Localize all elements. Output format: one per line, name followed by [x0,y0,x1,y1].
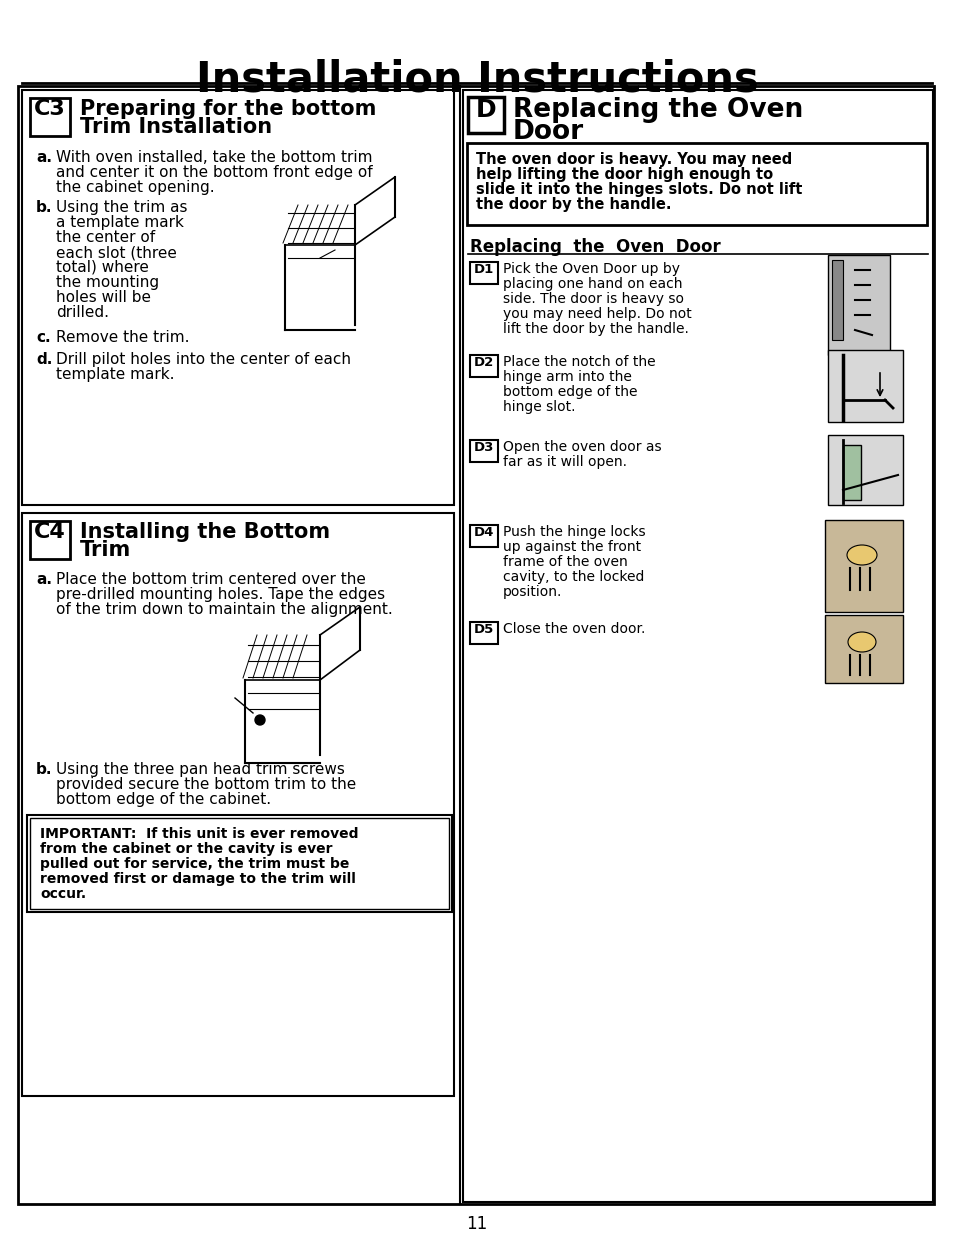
Text: the mounting: the mounting [56,275,159,290]
Text: bottom edge of the cabinet.: bottom edge of the cabinet. [56,792,271,806]
Text: b.: b. [36,200,52,215]
Text: With oven installed, take the bottom trim: With oven installed, take the bottom tri… [56,149,372,165]
Bar [470,622,497,643]
Text: cavity, to the locked: cavity, to the locked [502,571,643,584]
Text: D2: D2 [474,356,494,369]
Text: C4: C4 [34,522,66,542]
Text: side. The door is heavy so: side. The door is heavy so [502,291,683,306]
Text: Trim: Trim [80,540,132,559]
Bar [824,520,902,613]
Text: b.: b. [36,762,52,777]
Text: Replacing the Oven: Replacing the Oven [513,98,802,124]
Text: Using the three pan head trim screws: Using the three pan head trim screws [56,762,345,777]
Text: drilled.: drilled. [56,305,109,320]
Bar [827,435,902,505]
Text: hinge arm into the: hinge arm into the [502,370,631,384]
Text: placing one hand on each: placing one hand on each [502,277,681,291]
Text: D4: D4 [474,526,494,538]
Text: The oven door is heavy. You may need: The oven door is heavy. You may need [476,152,791,167]
Text: occur.: occur. [40,887,86,902]
Text: C3: C3 [34,99,66,119]
Circle shape [254,715,265,725]
Text: hinge slot.: hinge slot. [502,400,575,414]
Bar [827,254,889,354]
Text: holes will be: holes will be [56,290,151,305]
Bar [470,354,497,377]
Text: Using the trim as: Using the trim as [56,200,188,215]
Text: total) where: total) where [56,261,149,275]
Text: template mark.: template mark. [56,367,174,382]
Bar [22,513,454,1095]
Bar [22,90,454,505]
Text: of the trim down to maintain the alignment.: of the trim down to maintain the alignme… [56,601,393,618]
Ellipse shape [846,545,876,564]
Text: Preparing for the bottom: Preparing for the bottom [80,99,376,119]
Text: position.: position. [502,585,561,599]
Text: from the cabinet or the cavity is ever: from the cabinet or the cavity is ever [40,842,333,856]
Bar [831,261,842,340]
Bar [462,90,932,1202]
Text: you may need help. Do not: you may need help. Do not [502,308,691,321]
Text: IMPORTANT:  If this unit is ever removed: IMPORTANT: If this unit is ever removed [40,827,358,841]
Text: Trim Installation: Trim Installation [80,117,272,137]
Text: the cabinet opening.: the cabinet opening. [56,180,214,195]
Text: far as it will open.: far as it will open. [502,454,626,469]
Bar [30,98,70,136]
Bar [470,525,497,547]
Bar [842,445,861,500]
Text: Close the oven door.: Close the oven door. [502,622,644,636]
Text: Open the oven door as: Open the oven door as [502,440,661,454]
Text: pulled out for service, the trim must be: pulled out for service, the trim must be [40,857,349,871]
Text: pre-drilled mounting holes. Tape the edges: pre-drilled mounting holes. Tape the edg… [56,587,385,601]
Ellipse shape [847,632,875,652]
Text: D1: D1 [474,263,494,275]
Text: d.: d. [36,352,52,367]
Bar [30,818,449,909]
Bar [824,615,902,683]
Text: frame of the oven: frame of the oven [502,555,627,569]
Text: Place the bottom trim centered over the: Place the bottom trim centered over the [56,572,366,587]
Text: the center of: the center of [56,230,155,245]
Bar [468,98,503,133]
Bar [470,440,497,462]
Text: D3: D3 [474,441,494,454]
Text: the door by the handle.: the door by the handle. [476,198,671,212]
Text: D: D [476,98,496,122]
Text: slide it into the hinges slots. Do not lift: slide it into the hinges slots. Do not l… [476,182,801,198]
Text: a.: a. [36,149,52,165]
Text: bottom edge of the: bottom edge of the [502,385,637,399]
Text: 11: 11 [466,1215,487,1233]
Bar [467,143,926,225]
Bar [27,815,452,911]
Text: up against the front: up against the front [502,540,640,555]
Text: Replacing  the  Oven  Door: Replacing the Oven Door [470,238,720,256]
Text: and center it on the bottom front edge of: and center it on the bottom front edge o… [56,165,373,180]
Text: Installation Instructions: Installation Instructions [195,58,758,100]
Text: removed first or damage to the trim will: removed first or damage to the trim will [40,872,355,885]
Text: Place the notch of the: Place the notch of the [502,354,655,369]
Text: D5: D5 [474,622,494,636]
Text: Remove the trim.: Remove the trim. [56,330,190,345]
Text: Drill pilot holes into the center of each: Drill pilot holes into the center of eac… [56,352,351,367]
Text: a.: a. [36,572,52,587]
Text: Push the hinge locks: Push the hinge locks [502,525,645,538]
Bar [827,350,902,422]
Text: each slot (three: each slot (three [56,245,176,261]
Text: Installing the Bottom: Installing the Bottom [80,522,330,542]
Text: provided secure the bottom trim to the: provided secure the bottom trim to the [56,777,355,792]
Text: Pick the Oven Door up by: Pick the Oven Door up by [502,262,679,275]
Bar [30,521,70,559]
Text: help lifting the door high enough to: help lifting the door high enough to [476,167,772,182]
Text: lift the door by the handle.: lift the door by the handle. [502,322,688,336]
Text: a template mark: a template mark [56,215,184,230]
Bar [470,262,497,284]
Text: Door: Door [513,119,583,144]
Text: c.: c. [36,330,51,345]
